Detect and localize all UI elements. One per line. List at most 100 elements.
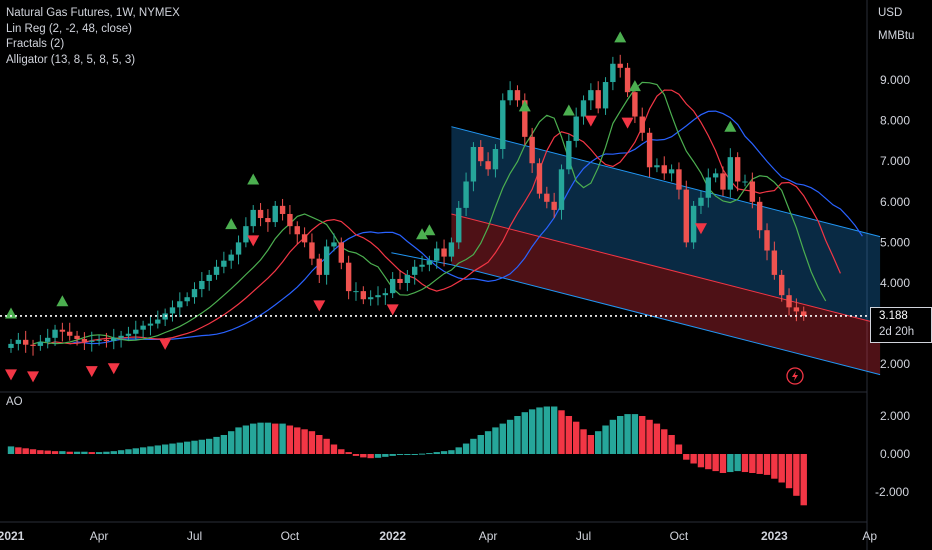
ao-bar xyxy=(382,454,389,457)
ao-bar xyxy=(103,451,110,454)
candle-body xyxy=(59,329,66,332)
candle-body xyxy=(367,297,374,300)
candle xyxy=(639,107,645,141)
candle xyxy=(404,270,411,292)
candle-body xyxy=(272,205,278,223)
candle-body xyxy=(279,205,286,214)
ao-bar xyxy=(426,453,433,455)
lightning-icon xyxy=(786,367,804,385)
candle xyxy=(52,324,58,346)
candle xyxy=(756,196,763,239)
candle xyxy=(279,198,286,221)
candle xyxy=(412,259,418,285)
fractal-up-marker xyxy=(614,31,627,43)
ao-bar xyxy=(411,454,418,455)
candle xyxy=(683,180,689,248)
candle xyxy=(668,164,675,182)
ao-bar xyxy=(294,427,301,454)
candle xyxy=(74,330,80,346)
ao-bar xyxy=(374,454,382,458)
candle xyxy=(448,237,455,262)
candle-body xyxy=(287,213,293,227)
indicator-legend: Natural Gas Futures, 1W, NYMEX Lin Reg (… xyxy=(6,6,180,68)
ao-bar xyxy=(360,454,367,458)
ao-bar xyxy=(235,427,242,454)
ao-bar xyxy=(191,440,198,454)
candle-body xyxy=(492,149,499,170)
candle-body xyxy=(404,274,411,283)
candle-body xyxy=(698,197,704,206)
time-tick-label: Jul xyxy=(576,529,591,543)
candle xyxy=(588,83,594,111)
alligator-jaw xyxy=(69,110,863,345)
candle-body xyxy=(331,242,337,247)
ao-bar xyxy=(73,451,81,454)
candle-body xyxy=(683,189,689,243)
candle xyxy=(698,190,704,214)
candle-body xyxy=(500,100,506,150)
candle xyxy=(551,192,557,219)
price-tick-label: 8.000 xyxy=(880,114,910,128)
candle xyxy=(793,298,800,322)
ao-bar xyxy=(595,431,602,454)
ao-bar xyxy=(771,454,778,479)
ao-bar xyxy=(550,406,558,454)
ao-bar xyxy=(66,451,73,454)
ao-bar xyxy=(572,421,580,454)
candle-body xyxy=(213,266,220,275)
ao-bar xyxy=(712,454,719,472)
ao-bar xyxy=(661,429,668,454)
ao-bar xyxy=(668,435,675,454)
ao-bar xyxy=(250,423,257,454)
candle xyxy=(654,158,660,173)
candle xyxy=(133,320,139,341)
candle-body xyxy=(184,297,190,302)
candle xyxy=(727,148,734,198)
candle xyxy=(155,310,161,329)
fractal-up-marker xyxy=(56,295,69,307)
candle xyxy=(536,158,543,199)
alligator-lines xyxy=(32,81,863,345)
currency-unit: USD xyxy=(878,7,903,19)
candle-body xyxy=(338,242,344,263)
ao-bar xyxy=(624,414,631,454)
candle xyxy=(323,239,330,285)
regression-upper-line xyxy=(451,126,881,238)
candle-body xyxy=(646,132,653,168)
ao-bar xyxy=(139,447,147,454)
candle-body xyxy=(118,335,124,338)
ao-bar xyxy=(558,410,565,454)
time-tick-label: 2023 xyxy=(761,529,788,543)
ao-bar xyxy=(352,454,360,456)
candle xyxy=(8,339,14,353)
price-tick-label: 7.000 xyxy=(880,154,910,168)
price-tick-label: 9.000 xyxy=(880,73,910,87)
ao-bar xyxy=(653,423,661,454)
candle xyxy=(169,300,176,322)
candle xyxy=(257,203,264,227)
candle-body xyxy=(749,181,756,202)
candle xyxy=(89,331,95,352)
candle-body xyxy=(668,169,675,174)
ao-bar xyxy=(88,452,95,454)
candle xyxy=(419,255,425,272)
ao-bar xyxy=(404,454,411,455)
candle-body xyxy=(133,329,139,334)
ao-bar xyxy=(756,454,763,474)
candle-body xyxy=(624,67,631,93)
candle xyxy=(162,308,168,327)
ao-bar xyxy=(580,429,587,454)
candle xyxy=(30,339,36,356)
ao-bar xyxy=(727,454,734,473)
ao-bar xyxy=(418,453,426,455)
candle xyxy=(177,292,183,318)
ao-bar xyxy=(44,450,51,454)
candle xyxy=(602,77,609,115)
ao-bar xyxy=(565,416,573,454)
candle-body xyxy=(690,205,697,243)
candle-body xyxy=(199,280,205,290)
ao-bar xyxy=(396,454,404,455)
ao-bar xyxy=(631,414,639,454)
ao-bar xyxy=(59,451,66,454)
